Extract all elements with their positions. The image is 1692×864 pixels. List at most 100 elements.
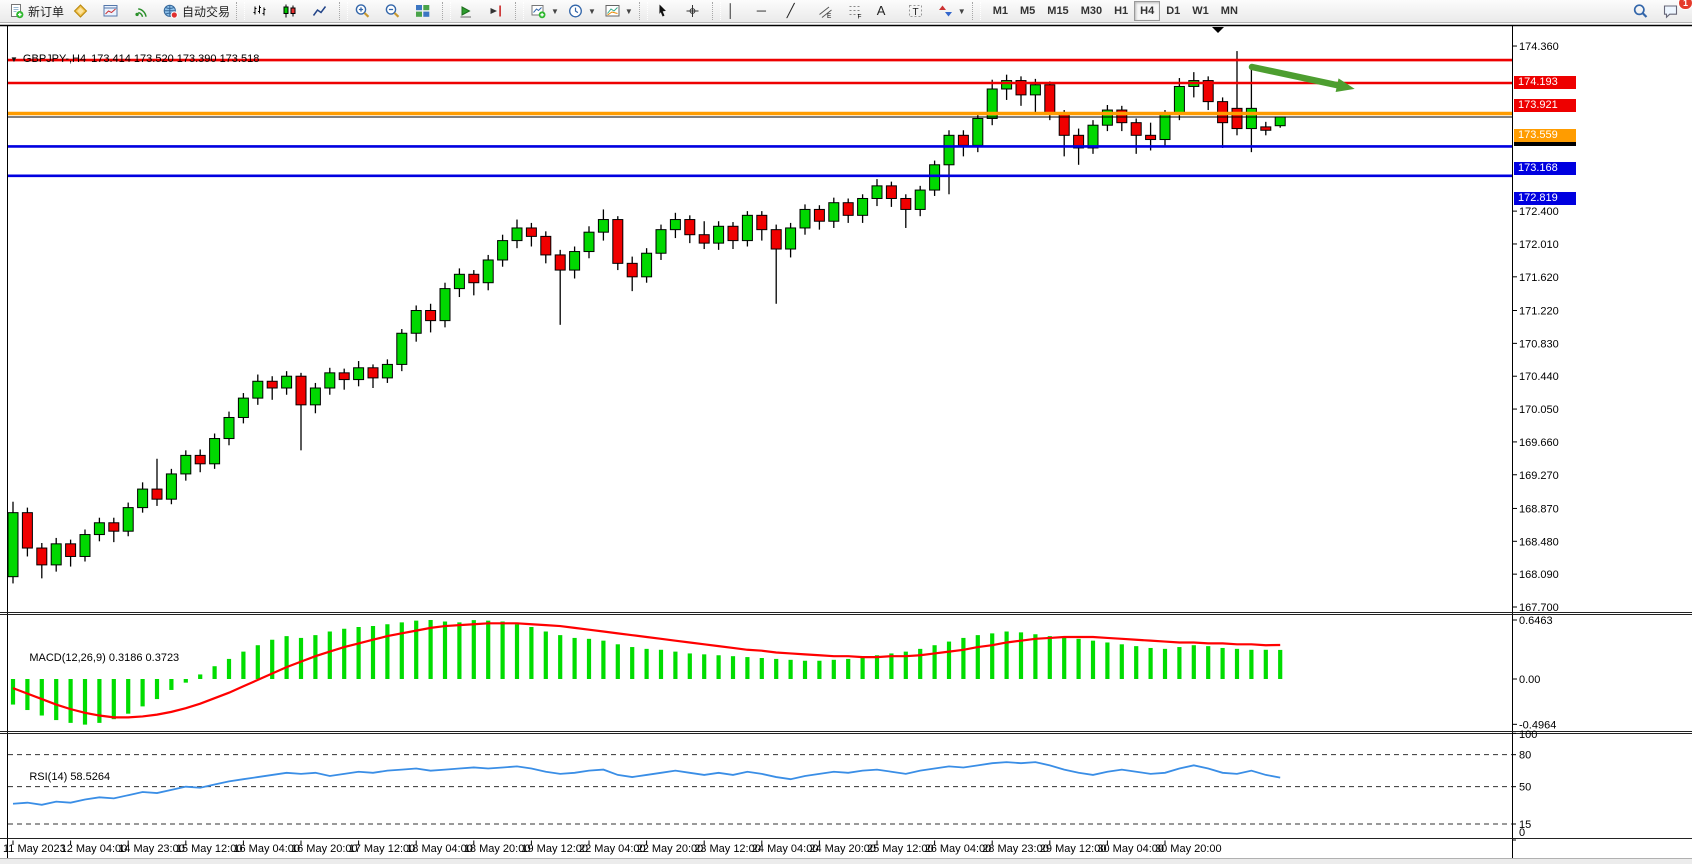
svg-text:172.010: 172.010 bbox=[1519, 239, 1559, 251]
indicators-button[interactable]: ▼ bbox=[526, 0, 563, 22]
svg-text:F: F bbox=[857, 14, 861, 20]
timeframe-m15-button[interactable]: M15 bbox=[1047, 5, 1069, 17]
svg-text:169.270: 169.270 bbox=[1519, 470, 1559, 482]
timeframe-h4-button[interactable]: H4 bbox=[1134, 1, 1161, 21]
toolbar-separator bbox=[236, 2, 246, 20]
svg-text:170.440: 170.440 bbox=[1519, 371, 1559, 383]
timeframe-m30-button[interactable]: M30 bbox=[1080, 5, 1103, 17]
periods-button[interactable]: ▼ bbox=[563, 0, 600, 22]
svg-text:29 May 12:00: 29 May 12:00 bbox=[1040, 843, 1107, 855]
indicators-button-icon bbox=[531, 5, 546, 19]
metaeditor-button[interactable] bbox=[68, 0, 98, 22]
support-tag-2: 172.819 bbox=[1514, 191, 1576, 205]
templates-button-icon bbox=[605, 5, 620, 17]
equidistant-channel-button[interactable]: E bbox=[813, 0, 843, 22]
macd-label: MACD(12,26,9) 0.3186 0.3723 bbox=[29, 652, 180, 664]
timeframe-h1-button[interactable]: H1 bbox=[1114, 5, 1129, 17]
new-order-button[interactable]: 新订单 bbox=[4, 0, 68, 22]
timeframe-m1-button[interactable]: M1 bbox=[992, 5, 1008, 17]
chart-title: ▼ GBPJPY-,H4 173.414 173.520 173.390 173… bbox=[10, 53, 259, 65]
toolbar-separator bbox=[442, 2, 452, 20]
toolbar-buttons: 新订单 自动交易 ▼ ▼ ▼ │ ─ ╱ E F A T ▼ bbox=[4, 0, 983, 22]
timeframe-w1-button[interactable]: W1 bbox=[1192, 5, 1209, 17]
tile-windows-button[interactable] bbox=[410, 0, 440, 22]
price-chart-canvas[interactable]: 174.360 172.400 172.010 171.620 171.220 170.8… bbox=[0, 23, 1692, 864]
timeframe-mn-button[interactable]: MN bbox=[1220, 5, 1238, 17]
text-label-button-icon: T bbox=[908, 5, 922, 18]
svg-text:16 May 20:00: 16 May 20:00 bbox=[291, 843, 358, 855]
new-order-button-label: 新订单 bbox=[28, 4, 65, 19]
ping-button[interactable] bbox=[128, 0, 158, 22]
dropdown-caret-icon[interactable]: ▼ bbox=[624, 6, 633, 16]
toolbar-separator bbox=[711, 2, 721, 20]
notifications-button[interactable]: 1 bbox=[1658, 0, 1692, 22]
svg-text:174.360: 174.360 bbox=[1519, 41, 1559, 53]
toolbar: 新订单 自动交易 ▼ ▼ ▼ │ ─ ╱ E F A T ▼ M1 M5 M15 M30 H1 H4 D1 W1 MN … bbox=[0, 0, 1692, 23]
new-order-button-icon bbox=[11, 4, 24, 19]
svg-text:28 May 23:00: 28 May 23:00 bbox=[982, 843, 1049, 855]
zoom-out-button[interactable] bbox=[380, 0, 410, 22]
timeframe-toolbar: M1 M5 M15 M30 H1 H4 D1 W1 MN bbox=[987, 1, 1244, 21]
crosshair-button-icon bbox=[686, 5, 699, 17]
svg-text:168.870: 168.870 bbox=[1519, 503, 1559, 515]
svg-text:0.00: 0.00 bbox=[1519, 674, 1540, 686]
svg-text:25 May 12:00: 25 May 12:00 bbox=[867, 843, 934, 855]
resistance-tag-1: 174.193 bbox=[1514, 76, 1576, 90]
auto-scroll-button-icon bbox=[460, 6, 472, 18]
templates-button[interactable]: ▼ bbox=[600, 0, 637, 22]
arrows-button[interactable]: ▼ bbox=[933, 0, 970, 22]
svg-text:19 May 12:00: 19 May 12:00 bbox=[521, 843, 588, 855]
arrows-button-icon bbox=[938, 5, 952, 17]
candlestick-chart-button[interactable] bbox=[277, 0, 307, 22]
auto-scroll-button[interactable] bbox=[453, 0, 483, 22]
crosshair-button[interactable] bbox=[680, 0, 710, 22]
search-button-icon bbox=[1633, 4, 1648, 18]
svg-text:15 May 12:00: 15 May 12:00 bbox=[176, 843, 243, 855]
horizontal-line-button[interactable]: ─ bbox=[753, 0, 783, 22]
svg-text:22 May 20:00: 22 May 20:00 bbox=[637, 843, 704, 855]
cursor-button[interactable] bbox=[650, 0, 680, 22]
tile-windows-button-icon bbox=[416, 5, 430, 17]
zoom-in-button-icon bbox=[355, 4, 370, 18]
zoom-in-button[interactable] bbox=[350, 0, 380, 22]
chart-symbol-period: GBPJPY-,H4 bbox=[22, 53, 87, 65]
text-label-button[interactable]: T bbox=[903, 0, 933, 22]
status-strip bbox=[0, 858, 1692, 864]
svg-text:E: E bbox=[827, 13, 832, 19]
fibonacci-button[interactable]: F bbox=[843, 0, 873, 22]
support-tag-1: 173.168 bbox=[1514, 162, 1576, 176]
bar-chart-button[interactable] bbox=[247, 0, 277, 22]
search-button[interactable] bbox=[1628, 0, 1658, 22]
rsi-label: RSI(14) 58.5264 bbox=[29, 771, 111, 783]
autotrading-button[interactable]: 自动交易 bbox=[158, 0, 234, 22]
svg-text:30 May 04:00: 30 May 04:00 bbox=[1097, 843, 1164, 855]
trendline-button[interactable]: ╱ bbox=[783, 0, 813, 22]
new-chart-button-icon bbox=[103, 5, 118, 17]
periods-button-icon bbox=[569, 4, 582, 18]
timeframe-d1-button[interactable]: D1 bbox=[1166, 5, 1181, 17]
dropdown-caret-icon[interactable]: ▼ bbox=[957, 6, 966, 16]
vertical-line-button[interactable]: │ bbox=[723, 0, 753, 22]
chart-shift-button-icon bbox=[490, 5, 501, 17]
chart-ohlc-values: 173.414 173.520 173.390 173.518 bbox=[91, 53, 260, 65]
one-click-trading-toggle[interactable]: ▼ bbox=[10, 54, 18, 64]
pivot-tag: 173.559 bbox=[1514, 129, 1576, 143]
svg-text:172.400: 172.400 bbox=[1519, 206, 1559, 218]
dropdown-caret-icon[interactable]: ▼ bbox=[551, 6, 559, 16]
svg-text:12 May 04:00: 12 May 04:00 bbox=[61, 843, 128, 855]
timeframe-m5-button[interactable]: M5 bbox=[1020, 5, 1036, 17]
notifications-button-icon bbox=[1663, 5, 1678, 19]
svg-text:15: 15 bbox=[1519, 819, 1531, 831]
svg-text:170.050: 170.050 bbox=[1519, 404, 1559, 416]
new-chart-button[interactable] bbox=[98, 0, 128, 22]
svg-text:14 May 23:00: 14 May 23:00 bbox=[118, 843, 185, 855]
svg-text:171.220: 171.220 bbox=[1519, 306, 1559, 318]
svg-text:100: 100 bbox=[1519, 729, 1537, 741]
line-chart-button[interactable] bbox=[307, 0, 337, 22]
dropdown-caret-icon[interactable]: ▼ bbox=[587, 6, 596, 16]
svg-text:17 May 12:00: 17 May 12:00 bbox=[349, 843, 416, 855]
svg-text:T: T bbox=[912, 7, 918, 18]
chart-shift-button[interactable] bbox=[483, 0, 513, 22]
text-button[interactable]: A bbox=[873, 0, 903, 22]
svg-text:171.620: 171.620 bbox=[1519, 272, 1559, 284]
